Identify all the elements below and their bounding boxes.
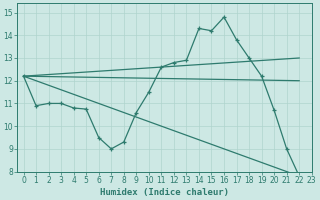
X-axis label: Humidex (Indice chaleur): Humidex (Indice chaleur) xyxy=(100,188,229,197)
